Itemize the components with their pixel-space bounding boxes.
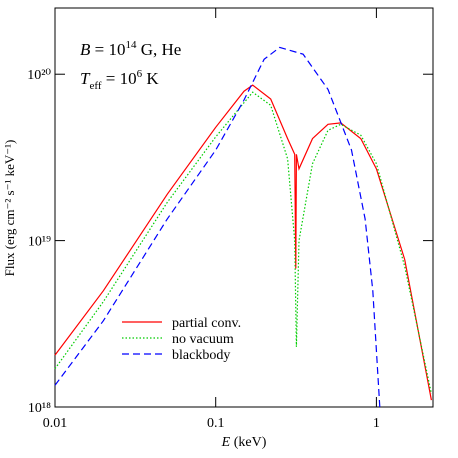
x-axis-label: E (keV)	[221, 435, 267, 450]
x-tick-label: 1	[373, 416, 380, 431]
y-tick-label: 10²⁰	[27, 68, 51, 83]
annotation-part: 14	[125, 39, 137, 51]
x-label-part: E	[221, 435, 231, 450]
annotation: B = 1014 G, He	[80, 39, 181, 59]
plot-frame	[54, 7, 434, 408]
annotation-part: 6	[137, 68, 143, 80]
annotation-part: T	[80, 69, 91, 88]
legend-label: partial conv.	[172, 316, 241, 331]
annotation-part: = 10	[101, 69, 136, 88]
annotation-part: K	[142, 69, 159, 88]
legend-label: no vacuum	[172, 332, 234, 347]
x-label-part: (keV)	[230, 435, 266, 450]
x-tick-label: 0.01	[43, 416, 68, 431]
x-tick-label: 0.1	[207, 416, 225, 431]
annotation-part: eff	[89, 80, 101, 92]
line	[54, 46, 381, 408]
y-tick-label: 10¹⁸	[28, 401, 51, 416]
annotation: Teff = 106 K	[80, 68, 159, 92]
legend-label: blackbody	[172, 348, 230, 363]
annotation-part: G, He	[136, 40, 181, 59]
line	[54, 84, 432, 401]
y-axis-label: Flux (erg cm⁻² s⁻¹ keV⁻¹)	[2, 140, 17, 277]
y-tick-label: 10¹⁹	[28, 235, 51, 250]
annotation-part: B	[80, 40, 91, 59]
line	[54, 91, 432, 394]
annotation-part: = 10	[90, 40, 125, 59]
